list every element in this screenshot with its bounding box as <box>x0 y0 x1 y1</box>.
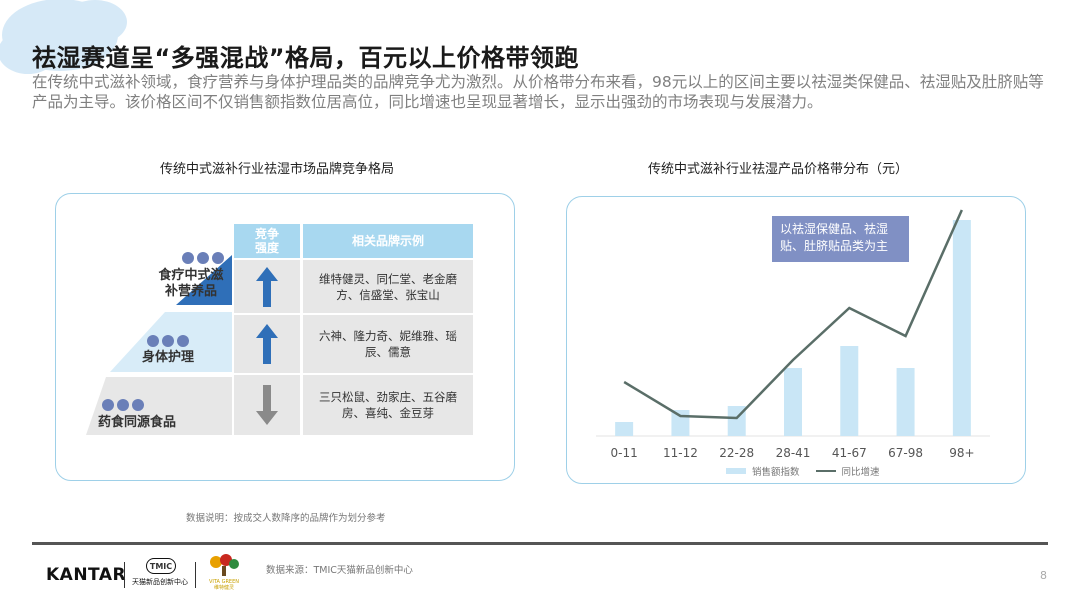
legend-line-label: 同比增速 <box>841 467 880 478</box>
x-tick-label: 11-12 <box>663 446 698 460</box>
brands-cell-2: 六神、隆力奇、妮维雅、瑶辰、儒意 <box>303 315 473 373</box>
bar-67-98 <box>896 368 915 436</box>
left-panel-title: 传统中式滋补行业祛湿市场品牌竞争格局 <box>160 162 395 177</box>
tier-2-dots <box>147 335 189 347</box>
page-number: 8 <box>1040 569 1047 582</box>
decorative-cloud <box>0 0 127 74</box>
tier-1-dots <box>182 252 224 264</box>
tier-3-label: 药食同源食品 <box>98 415 177 430</box>
tier-3-dots <box>102 399 144 411</box>
legend-swatch-line <box>815 470 836 472</box>
bar-28-41 <box>784 368 802 436</box>
x-tick-label: 28-41 <box>776 446 811 460</box>
x-tick-label: 67-98 <box>888 446 923 460</box>
x-tick-label: 41-67 <box>832 446 867 460</box>
trend-cell-1 <box>234 260 300 313</box>
bar-11-12 <box>671 410 690 436</box>
vita-green-caption: VITA GREEN 维特健灵 <box>209 579 239 591</box>
trend-cell-2 <box>234 315 300 373</box>
tmic-caption: 天猫新品创新中心 <box>132 578 188 586</box>
growth-line <box>623 209 963 420</box>
bar-41-67 <box>840 346 859 436</box>
logo-separator <box>124 562 125 588</box>
vita-green-logo <box>210 554 239 576</box>
bar-0-11 <box>615 422 634 436</box>
arrow-up-icon <box>256 324 278 364</box>
page-description: 在传统中式滋补领域，食疗营养与身体护理品类的品牌竞争尤为激烈。从价格带分布来看，… <box>32 73 1044 111</box>
brands-cell-3: 三只松鼠、劲家庄、五谷磨房、喜纯、金豆芽 <box>303 375 473 435</box>
data-source: 数据来源：TMIC天猫新品创新中心 <box>266 565 413 576</box>
header-competition-intensity: 竞争强度 <box>234 224 300 258</box>
chart-annotation: 以祛湿保健品、祛湿贴、肚脐贴品类为主 <box>772 216 909 262</box>
arrow-up-icon <box>256 266 278 307</box>
competition-pyramid <box>86 255 232 435</box>
trend-cell-3 <box>234 375 300 435</box>
legend-swatch-bar <box>726 468 746 474</box>
brands-cell-1: 维特健灵、同仁堂、老金磨方、信盛堂、张宝山 <box>303 260 473 313</box>
tier-1-label: 食疗中式滋补营养品 <box>158 268 224 299</box>
chart-legend: 销售额指数 同比增速 <box>726 464 880 478</box>
x-tick-label: 22-28 <box>719 446 754 460</box>
x-tick-label: 98+ <box>949 446 974 460</box>
chart-title: 传统中式滋补行业祛湿产品价格带分布（元） <box>648 162 909 177</box>
footer-rule <box>32 542 1048 545</box>
tier-2-label: 身体护理 <box>142 350 195 365</box>
page-title: 祛湿赛道呈“多强混战”格局，百元以上价格带领跑 <box>32 44 580 72</box>
x-tick-label: 0-11 <box>611 446 638 460</box>
kantar-logo: KANTAR <box>46 565 127 585</box>
data-note: 数据说明：按成交人数降序的品牌作为划分参考 <box>186 513 386 524</box>
header-brand-examples: 相关品牌示例 <box>303 224 473 258</box>
bar-98+ <box>952 220 971 436</box>
arrow-down-icon <box>256 385 278 425</box>
logo-separator <box>195 562 196 588</box>
tmic-logo: TMIC <box>146 558 176 574</box>
price-band-chart: 0-11 11-12 22-28 28-41 41-67 67-98 98+ <box>596 209 990 460</box>
legend-bar-label: 销售额指数 <box>752 467 800 478</box>
